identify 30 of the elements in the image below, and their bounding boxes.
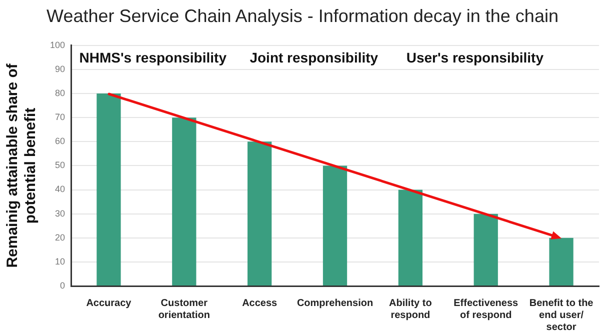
y-tick-label: 60 <box>55 136 66 146</box>
bar <box>96 94 121 286</box>
y-tick-label: 70 <box>55 112 66 122</box>
x-tick-label: Ability to respond <box>389 298 432 321</box>
x-tick-label: Effectiveness of respond <box>454 298 519 321</box>
x-tick-label: Accuracy <box>86 298 132 309</box>
y-axis-title: Remainig attainable share of potential benefit <box>4 62 40 268</box>
x-tick-label: Customer orientation <box>158 298 210 321</box>
y-tick-label: 0 <box>60 280 66 290</box>
annotation: Joint responsibility <box>250 49 378 66</box>
annotation: NHMS's responsibility <box>79 49 227 66</box>
y-tick-label: 30 <box>55 208 66 218</box>
bar <box>172 118 196 286</box>
chart-title: Weather Service Chain Analysis - Information decay in the chain <box>46 6 560 27</box>
y-tick-label: 100 <box>50 40 66 50</box>
x-tick-label: Benefit to the end user/ sector <box>529 298 594 333</box>
y-tick-label: 10 <box>55 256 66 266</box>
annotation: User's responsibility <box>406 49 544 66</box>
bar <box>549 238 574 286</box>
y-tick-label: 80 <box>55 88 66 98</box>
bar <box>474 214 498 286</box>
bar <box>398 190 423 286</box>
y-tick-label: 20 <box>55 232 66 242</box>
y-tick-label: 40 <box>55 184 66 194</box>
x-tick-label: Comprehension <box>296 298 374 309</box>
bar <box>322 166 348 286</box>
x-tick-label: Access <box>242 298 278 309</box>
y-tick-label: 50 <box>55 160 66 170</box>
bar <box>248 142 272 286</box>
y-tick-label: 90 <box>55 64 66 74</box>
